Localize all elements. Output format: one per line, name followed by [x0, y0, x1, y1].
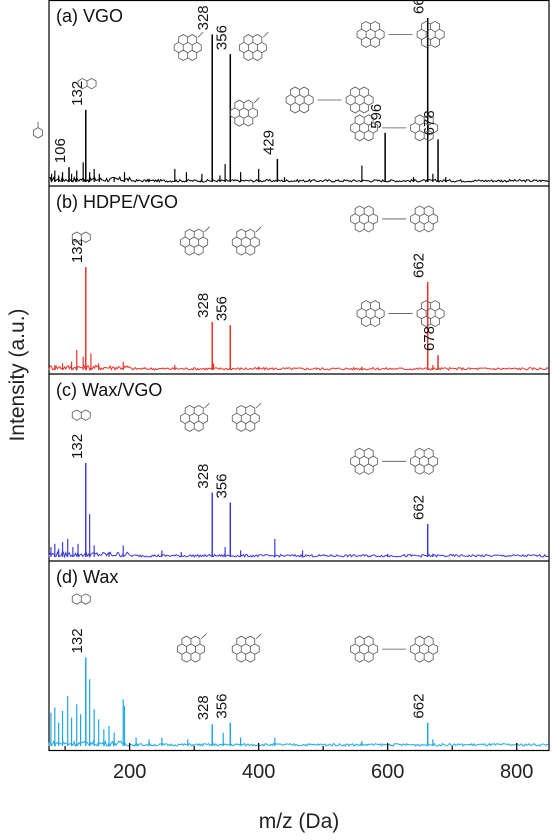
x-tick-label: 800	[500, 761, 533, 783]
coronene-structure-icon	[229, 97, 260, 127]
peak-label-678: 678	[421, 326, 438, 351]
coronene-structure-icon	[180, 226, 210, 256]
peak-label-429: 429	[260, 130, 277, 155]
x-tick-label: 400	[242, 761, 275, 783]
naphthalene-structure-icon	[77, 77, 97, 90]
peak-label-356: 356	[213, 694, 230, 719]
panel-2: 132 328 356 662 678 (b) HDPE/VGO	[48, 192, 549, 372]
baseline-trace	[48, 175, 549, 184]
toluene-structure-icon	[33, 121, 43, 139]
dimer-structure-icon	[356, 20, 445, 48]
panel-3: 132 328 356 662 (c) Wax/VGO	[48, 380, 549, 559]
peak-label-356: 356	[213, 25, 230, 50]
peak-label-328: 328	[195, 464, 212, 489]
peak-label-662: 662	[411, 694, 428, 719]
coronene-structure-icon	[177, 633, 207, 663]
y-axis-title: Intensity (a.u.)	[6, 308, 29, 441]
plot-frame	[48, 0, 550, 752]
x-axis: 200 400 600 800	[64, 743, 533, 783]
panel-label-4: (d) Wax	[56, 567, 118, 587]
baseline-trace	[48, 363, 549, 372]
x-tick-label: 200	[113, 761, 146, 783]
naphthalene-structure-icon	[71, 409, 91, 421]
peak-label-106: 106	[52, 138, 69, 163]
dimer-structure-icon	[350, 114, 439, 142]
panel-label-1: (a) VGO	[56, 6, 123, 26]
dimer-structure-icon	[285, 86, 374, 114]
coronene-structure-icon	[238, 31, 269, 61]
peak-label-132: 132	[69, 628, 86, 653]
naphthalene-structure-icon	[71, 231, 91, 243]
peak-label-662: 662	[411, 495, 428, 520]
coronene-structure-icon	[173, 31, 204, 61]
coronene-structure-icon	[231, 226, 262, 256]
baseline-trace	[48, 550, 549, 559]
naphthalene-structure-icon	[71, 593, 91, 605]
peak-label-662: 662	[411, 253, 428, 278]
peak-label-662: 662	[411, 0, 428, 14]
peak-label-328: 328	[195, 5, 212, 30]
panel-label-3: (c) Wax/VGO	[56, 380, 162, 400]
peak-label-132: 132	[69, 81, 86, 106]
x-axis-title: m/z (Da)	[259, 810, 340, 833]
x-tick-label: 600	[371, 761, 404, 783]
coronene-structure-icon	[231, 633, 262, 663]
dimer-structure-icon	[350, 447, 439, 475]
dimer-structure-icon	[356, 300, 445, 328]
peak-label-328: 328	[195, 293, 212, 318]
coronene-structure-icon	[180, 402, 210, 432]
peak-label-132: 132	[69, 434, 86, 459]
peak-label-596: 596	[368, 104, 385, 129]
peak-label-356: 356	[213, 296, 230, 321]
baseline-trace	[48, 739, 549, 748]
dimer-structure-icon	[350, 635, 439, 663]
panel-4: 132 328 356 662 (d) Wax	[48, 567, 549, 748]
peak-label-328: 328	[195, 695, 212, 720]
panel-label-2: (b) HDPE/VGO	[56, 192, 178, 212]
coronene-structure-icon	[231, 402, 262, 432]
peak-label-132: 132	[69, 238, 86, 263]
dimer-structure-icon	[350, 205, 439, 233]
peak-label-356: 356	[213, 474, 230, 499]
